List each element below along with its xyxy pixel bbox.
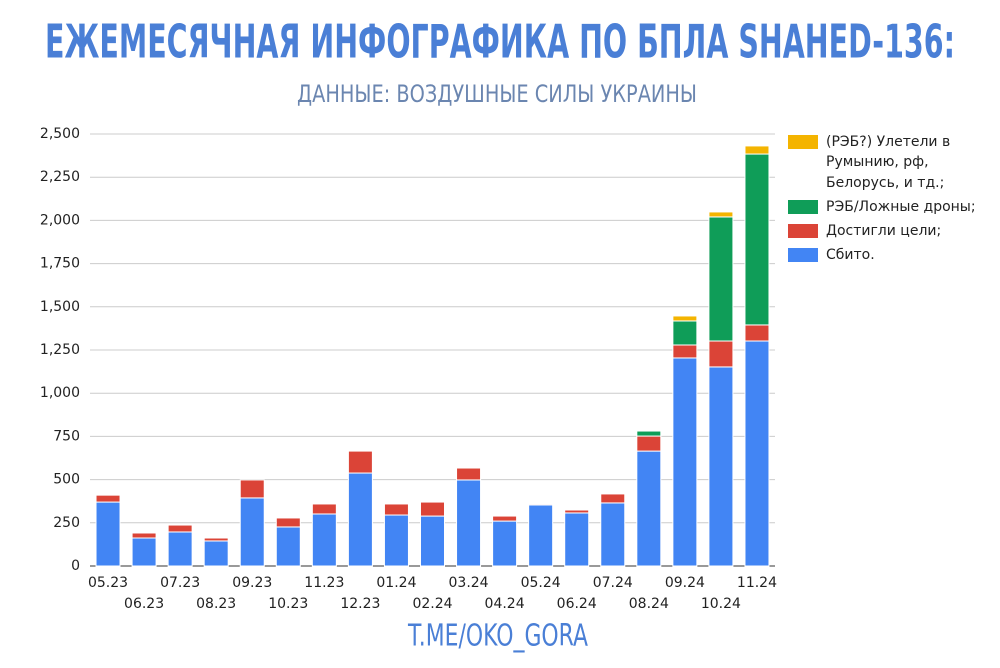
- bar-segment: [600, 493, 626, 504]
- bar-segment: [131, 532, 157, 539]
- y-tick-label: 1,000: [40, 385, 80, 401]
- x-tick-label: 06.24: [557, 596, 597, 612]
- legend-label: Сбито.: [826, 247, 875, 264]
- x-tick-label: 09.23: [232, 575, 272, 591]
- bar-segment: [564, 509, 590, 514]
- x-tick-label: 11.24: [737, 575, 777, 591]
- x-tick-label: 08.23: [196, 596, 236, 612]
- bar-segment: [492, 520, 518, 567]
- bar-segment: [456, 479, 482, 567]
- bar-segment: [347, 472, 373, 567]
- x-tick-label: 07.23: [160, 575, 200, 591]
- bar-segment: [672, 344, 698, 359]
- bar-segment: [528, 504, 554, 567]
- x-tick-label: 02.24: [412, 596, 452, 612]
- y-tick-label: 1,750: [40, 256, 80, 272]
- x-tick-label: 07.24: [593, 575, 633, 591]
- y-tick-label: 500: [53, 472, 80, 488]
- legend-item: РЭБ/Ложные дроны;: [788, 197, 988, 217]
- bar-segment: [708, 211, 734, 218]
- x-tick-label: 11.23: [304, 575, 344, 591]
- bar-segment: [708, 340, 734, 368]
- legend-swatch: [788, 248, 818, 263]
- x-tick-label: 12.23: [340, 596, 380, 612]
- legend-item: (РЭБ?) Улетели в Румынию, рф, Белорусь, …: [788, 132, 988, 193]
- legend-label: Достигли цели;: [826, 223, 942, 240]
- bar-segment: [167, 531, 193, 567]
- legend-swatch: [788, 199, 818, 214]
- bar-segment: [636, 450, 662, 567]
- y-tick-label: 1,500: [40, 299, 80, 315]
- chart-subtitle: ДАННЫЕ: ВОЗДУШНЫЕ СИЛЫ УКРАИНЫ: [297, 80, 697, 108]
- x-tick-label: 05.23: [88, 575, 128, 591]
- y-tick-label: 2,000: [40, 212, 80, 228]
- bar-segment: [95, 501, 121, 567]
- legend-label: (РЭБ?) Улетели в Румынию, рф, Белорусь, …: [826, 134, 951, 191]
- bar-segment: [383, 514, 409, 567]
- bar-segment: [95, 494, 121, 503]
- bar-segment: [744, 324, 770, 342]
- legend: (РЭБ?) Улетели в Румынию, рф, Белорусь, …: [788, 132, 988, 270]
- bar-segment: [456, 467, 482, 481]
- bar-segment: [708, 366, 734, 567]
- y-tick-label: 250: [53, 515, 80, 531]
- bar-segment: [744, 145, 770, 155]
- bar-segment: [600, 502, 626, 567]
- x-tick-label: 01.24: [376, 575, 416, 591]
- bar-segment: [564, 512, 590, 567]
- footer: T.ME/OKO_GORA: [407, 619, 588, 654]
- x-tick-label: 03.24: [449, 575, 489, 591]
- y-tick-label: 0: [71, 558, 80, 574]
- y-tick-label: 2,250: [40, 169, 80, 185]
- x-tick-label: 05.24: [521, 575, 561, 591]
- chart-title: ЕЖЕМЕСЯЧНАЯ ИНФОГРАФИКА ПО БПЛА SHAHED-1…: [45, 15, 955, 69]
- bar-segment: [311, 513, 337, 567]
- bar-segment: [636, 430, 662, 437]
- legend-swatch: [788, 135, 818, 149]
- bar-segment: [203, 537, 229, 542]
- x-tick-label: 10.23: [268, 596, 308, 612]
- bar-segment: [275, 526, 301, 567]
- bar-segment: [383, 503, 409, 516]
- bar-segment: [672, 320, 698, 346]
- bar-segment: [275, 517, 301, 528]
- bar-segment: [420, 501, 445, 517]
- legend-label: РЭБ/Ложные дроны;: [826, 198, 976, 215]
- bar-segment: [239, 497, 265, 567]
- bar-segment: [708, 216, 734, 342]
- y-tick-label: 1,250: [40, 342, 80, 358]
- bar-segment: [636, 435, 662, 452]
- legend-item: Сбито.: [788, 245, 988, 265]
- x-tick-label: 09.24: [665, 575, 705, 591]
- y-tick-label: 2,500: [40, 126, 80, 142]
- y-tick-label: 750: [53, 428, 80, 444]
- bar-segment: [131, 537, 157, 567]
- bar-segment: [203, 540, 229, 567]
- bar-segment: [528, 503, 554, 506]
- x-tick-label: 10.24: [701, 596, 741, 612]
- bar-segment: [311, 503, 337, 515]
- legend-item: Достигли цели;: [788, 221, 988, 241]
- bar-segment: [672, 357, 698, 567]
- x-tick-label: 06.23: [124, 596, 164, 612]
- bar-segment: [672, 315, 698, 322]
- bar-segment: [239, 479, 265, 499]
- bar-segment: [167, 524, 193, 533]
- bar-segment: [347, 450, 373, 474]
- x-tick-label: 04.24: [485, 596, 525, 612]
- bar-segment: [744, 340, 770, 567]
- legend-swatch: [788, 224, 818, 239]
- bar-segment: [744, 153, 770, 326]
- x-tick-label: 08.24: [629, 596, 669, 612]
- bar-segment: [492, 515, 518, 522]
- bar-segment: [420, 515, 445, 567]
